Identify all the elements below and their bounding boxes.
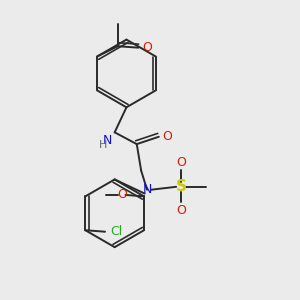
Text: O: O <box>142 41 152 54</box>
Text: O: O <box>176 156 186 169</box>
Text: Cl: Cl <box>110 225 123 238</box>
Text: N: N <box>142 183 152 196</box>
Text: H: H <box>99 140 107 150</box>
Text: S: S <box>176 179 186 194</box>
Text: O: O <box>162 130 172 143</box>
Text: O: O <box>176 204 186 217</box>
Text: O: O <box>117 188 127 201</box>
Text: N: N <box>102 134 112 147</box>
